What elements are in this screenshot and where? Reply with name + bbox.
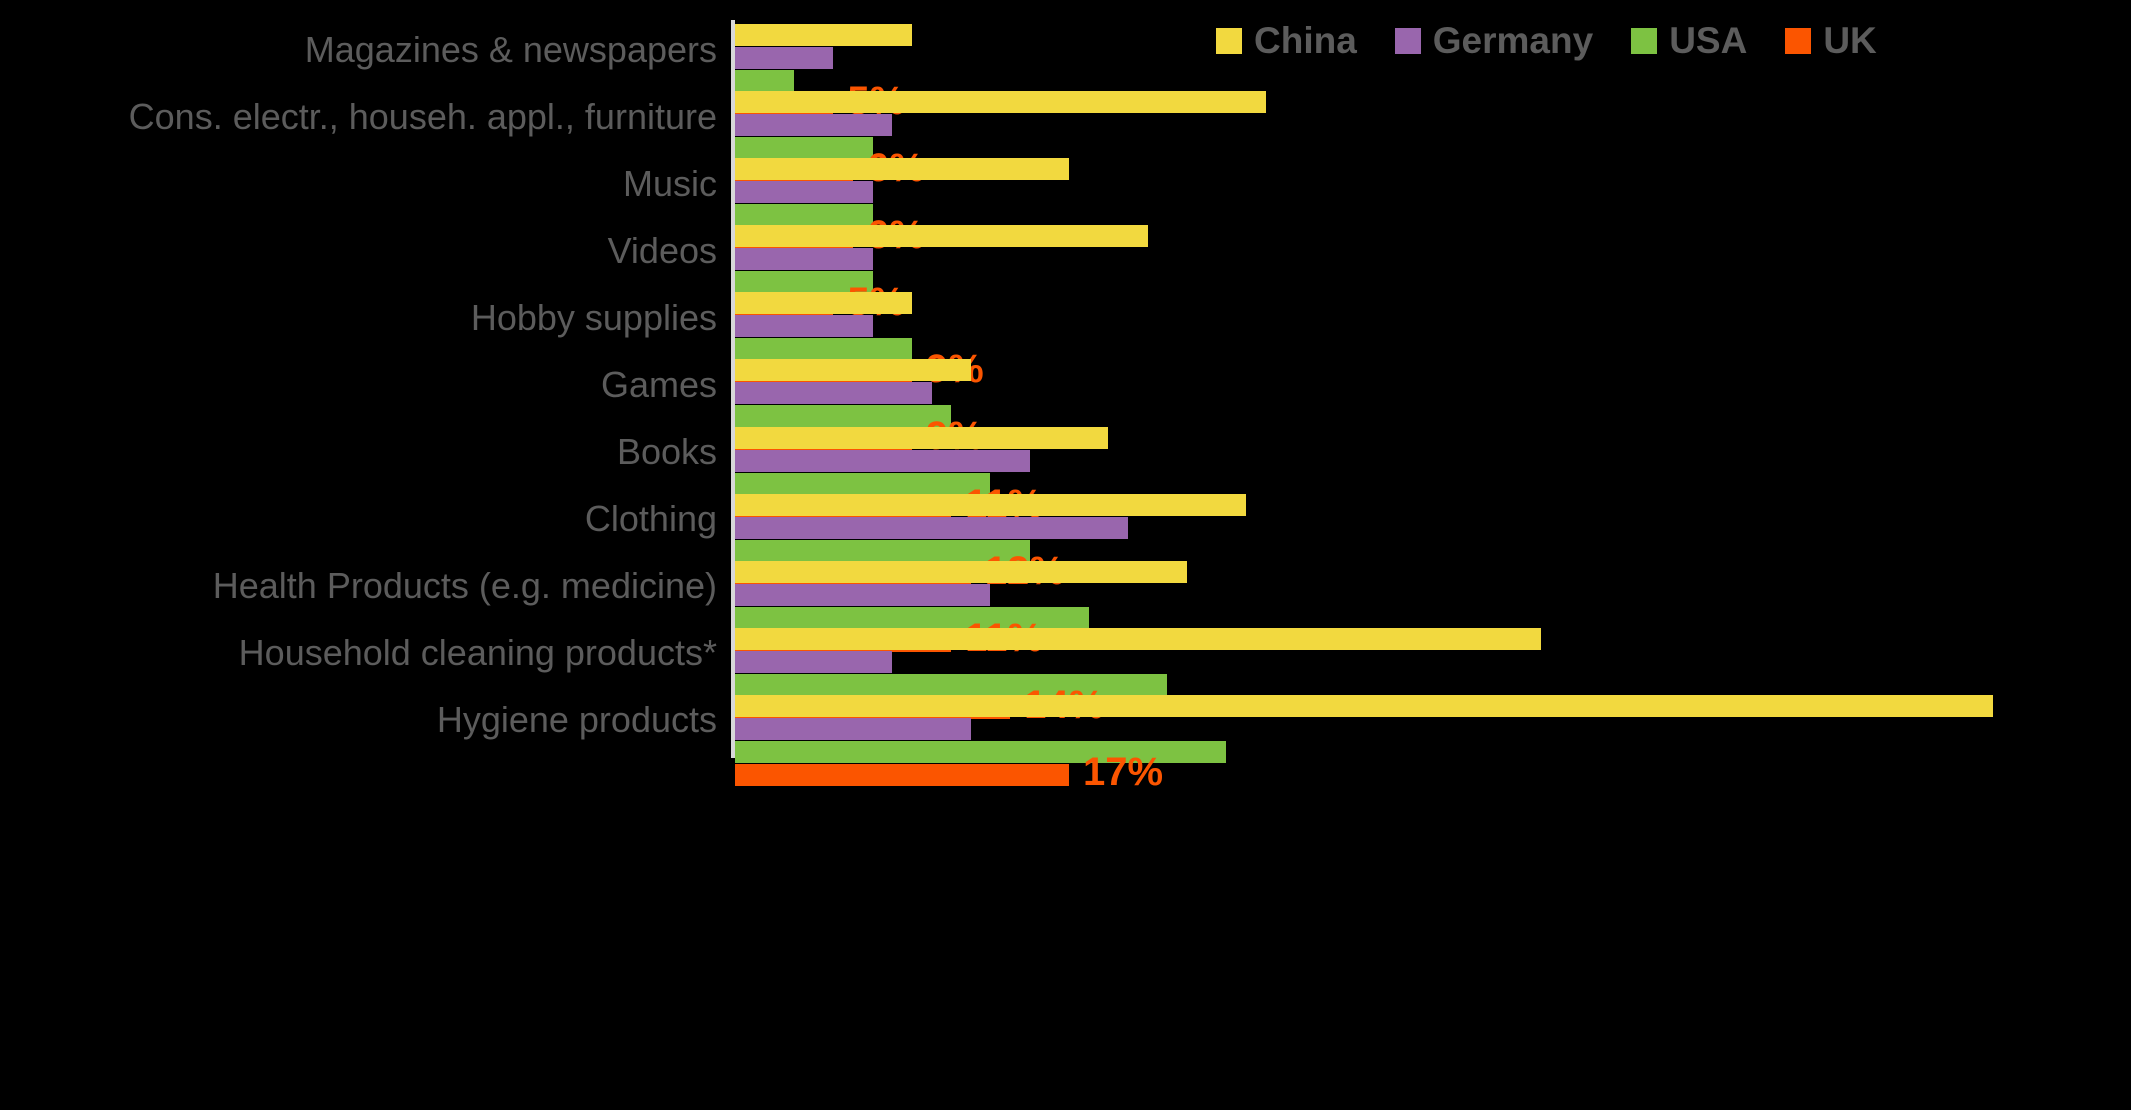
category-label: Hobby supplies <box>470 296 717 338</box>
bar-china <box>735 560 1187 583</box>
legend-swatch-icon <box>1631 27 1658 54</box>
bar-china <box>735 225 1148 248</box>
legend-item-uk[interactable]: UK <box>1785 20 1877 61</box>
bar-germany <box>735 516 1128 539</box>
bar-china <box>735 359 971 382</box>
bar-group: 5% <box>735 221 2131 322</box>
bar-germany <box>735 181 873 204</box>
bar-usa <box>735 70 794 92</box>
bar-germany <box>735 315 873 338</box>
bar-usa <box>735 137 873 160</box>
chart-legend: China Germany USA UK <box>1216 22 1915 59</box>
bar-germany <box>735 583 991 606</box>
bar-usa <box>735 204 873 227</box>
bar-usa <box>735 405 952 428</box>
bar-usa <box>735 338 912 361</box>
legend-swatch-icon <box>1394 27 1421 54</box>
bar-usa <box>735 472 991 495</box>
legend-swatch-icon <box>1216 27 1242 54</box>
legend-item-germany[interactable]: Germany <box>1394 20 1594 61</box>
category-label: Magazines & newspapers <box>304 28 717 70</box>
bar-group: 12% <box>735 490 2131 591</box>
legend-item-china[interactable]: China <box>1216 22 1357 59</box>
category-label: Books <box>616 431 717 473</box>
bar-group: 6% <box>735 154 2131 255</box>
bar-group: 14% <box>735 624 2131 725</box>
category-label: Music <box>622 162 717 204</box>
value-axis-line <box>731 20 735 758</box>
category-label: Games <box>600 364 717 405</box>
bar-germany <box>735 248 873 271</box>
category-label: Household cleaning products* <box>238 632 717 674</box>
category-label: Health Products (e.g. medicine) <box>212 565 717 607</box>
bar-group: 9% <box>735 355 2131 456</box>
category-axis-labels: Magazines & newspapers Cons. electr., hou… <box>0 20 717 758</box>
bar-germany <box>735 717 971 740</box>
bar-china <box>735 292 912 315</box>
bar-usa <box>735 673 1168 696</box>
legend-swatch-icon <box>1785 27 1812 54</box>
bar-groups: 5%6%6%5%9%9%11%12%11%14%17% <box>735 20 2131 792</box>
legend-label: Germany <box>1432 20 1594 61</box>
category-label: Cons. electr., househ. appl., furniture <box>128 95 717 137</box>
bar-china <box>735 426 1109 449</box>
bar-germany <box>735 382 932 405</box>
legend-label: China <box>1254 20 1357 61</box>
bar-china <box>735 24 912 46</box>
bar-usa <box>735 271 873 294</box>
legend-item-usa[interactable]: USA <box>1631 22 1747 59</box>
bar-usa <box>735 539 1030 562</box>
category-label: Clothing <box>584 498 717 540</box>
bar-germany <box>735 650 893 673</box>
bar-uk <box>735 763 1070 786</box>
bar-china <box>735 158 1070 181</box>
bar-china <box>735 627 1541 650</box>
bar-germany <box>735 47 834 69</box>
bar-usa <box>735 606 1089 629</box>
bar-germany <box>735 449 1030 472</box>
legend-label: UK <box>1823 20 1877 61</box>
bar-group: 9% <box>735 288 2131 389</box>
bar-china <box>735 91 1266 114</box>
uk-value-label: 17% <box>1083 749 1164 794</box>
legend-label: USA <box>1669 20 1748 61</box>
category-label: Videos <box>607 229 717 271</box>
bar-group: 6% <box>735 87 2131 188</box>
bar-china <box>735 694 1993 717</box>
bar-china <box>735 493 1246 516</box>
bar-usa <box>735 740 1227 763</box>
bar-group: 11% <box>735 557 2131 658</box>
category-label: Hygiene products <box>436 699 717 741</box>
bar-germany <box>735 114 893 137</box>
bar-group: 11% <box>735 423 2131 524</box>
bar-group: 17% <box>735 691 2131 792</box>
